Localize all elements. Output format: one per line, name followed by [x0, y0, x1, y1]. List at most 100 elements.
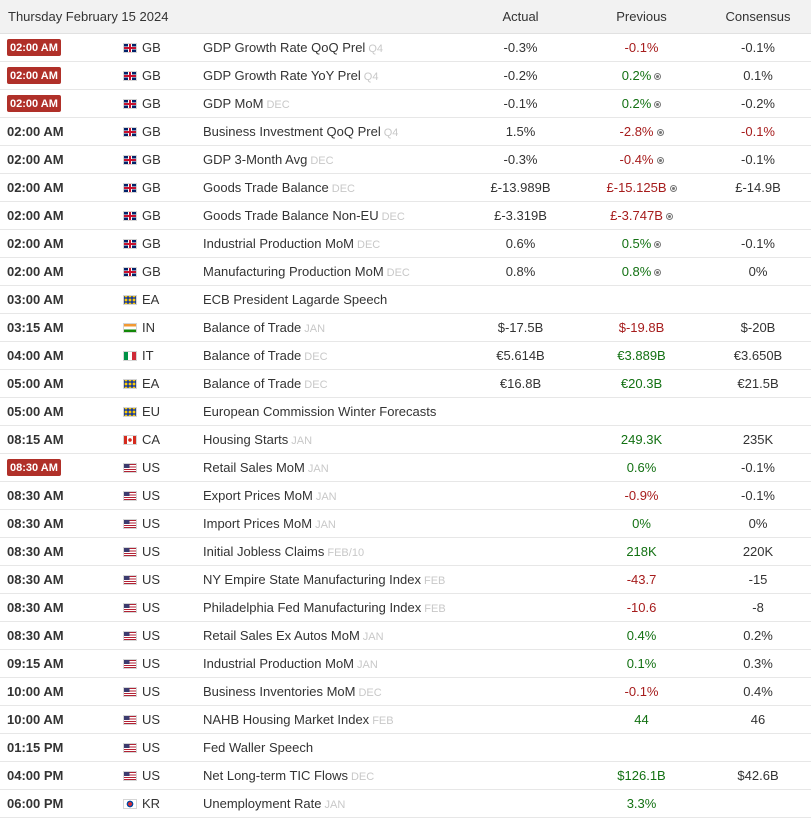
event-name-link[interactable]: Goods Trade Balance	[203, 180, 329, 195]
revised-icon[interactable]	[665, 213, 673, 221]
calendar-row[interactable]: 03:15 AM IN Balance of Trade JAN $-17.5B …	[0, 313, 811, 342]
country-code[interactable]: EA	[142, 376, 160, 392]
calendar-row[interactable]: 01:15 PM US Fed Waller Speech	[0, 733, 811, 762]
calendar-row[interactable]: 02:00 AM GB GDP MoM DEC -0.1% 0.2% -0.2%	[0, 89, 811, 118]
calendar-row[interactable]: 02:00 AM GB GDP Growth Rate QoQ Prel Q4 -…	[0, 33, 811, 62]
calendar-row[interactable]: 04:00 AM IT Balance of Trade DEC €5.614B …	[0, 341, 811, 370]
country-code[interactable]: GB	[142, 96, 161, 112]
country-code[interactable]: IN	[142, 320, 155, 336]
country-code[interactable]: US	[142, 600, 161, 616]
us-flag-icon	[123, 463, 137, 474]
event-name-link[interactable]: Balance of Trade	[203, 320, 302, 335]
calendar-row[interactable]: 08:30 AM US Philadelphia Fed Manufacturi…	[0, 593, 811, 622]
event-name-link[interactable]: Housing Starts	[203, 432, 289, 447]
previous-column-header[interactable]: Previous	[578, 0, 706, 34]
country-code[interactable]: GB	[142, 152, 161, 168]
revised-icon[interactable]	[654, 73, 662, 81]
calendar-row[interactable]: 06:00 PM KR Unemployment Rate JAN 3.3%	[0, 789, 811, 818]
country-code[interactable]: GB	[142, 40, 161, 56]
country-code[interactable]: US	[142, 712, 161, 728]
calendar-row[interactable]: 05:00 AM EA Balance of Trade DEC €16.8B €…	[0, 369, 811, 398]
calendar-row[interactable]: 08:30 AM US Retail Sales MoM JAN 0.6% -0.…	[0, 453, 811, 482]
calendar-row[interactable]: 04:00 PM US Net Long-term TIC Flows DEC $…	[0, 761, 811, 790]
country-code[interactable]: GB	[142, 208, 161, 224]
calendar-row[interactable]: 02:00 AM GB Industrial Production MoM DEC…	[0, 229, 811, 258]
event-name-link[interactable]: Initial Jobless Claims	[203, 544, 325, 559]
calendar-row[interactable]: 02:00 AM GB Goods Trade Balance DEC £-13.…	[0, 173, 811, 202]
calendar-row[interactable]: 02:00 AM GB GDP 3-Month Avg DEC -0.3% -0.…	[0, 145, 811, 174]
event-name-link[interactable]: GDP Growth Rate YoY Prel	[203, 68, 361, 83]
country-code[interactable]: GB	[142, 180, 161, 196]
event-name-link[interactable]: Industrial Production MoM	[203, 656, 355, 671]
event-name-link[interactable]: ECB President Lagarde Speech	[203, 292, 388, 307]
calendar-row[interactable]: 02:00 AM GB GDP Growth Rate YoY Prel Q4 -…	[0, 61, 811, 90]
event-name-link[interactable]: GDP 3-Month Avg	[203, 152, 308, 167]
calendar-row[interactable]: 02:00 AM GB Manufacturing Production MoM…	[0, 257, 811, 286]
calendar-row[interactable]: 02:00 AM GB Business Investment QoQ Prel…	[0, 117, 811, 146]
country-code[interactable]: US	[142, 656, 161, 672]
event-reference-period: DEC	[357, 239, 381, 251]
calendar-row[interactable]: 03:00 AM EA ECB President Lagarde Speech	[0, 285, 811, 314]
calendar-row[interactable]: 10:00 AM US NAHB Housing Market Index FEB…	[0, 705, 811, 734]
event-name-link[interactable]: NY Empire State Manufacturing Index	[203, 572, 421, 587]
event-name-link[interactable]: GDP Growth Rate QoQ Prel	[203, 40, 366, 55]
calendar-row[interactable]: 08:30 AM US NY Empire State Manufacturin…	[0, 565, 811, 594]
country-code[interactable]: GB	[142, 68, 161, 84]
calendar-row[interactable]: 05:00 AM EU European Commission Winter F…	[0, 397, 811, 426]
country-code[interactable]: GB	[142, 236, 161, 252]
calendar-row[interactable]: 08:30 AM US Retail Sales Ex Autos MoM JAN…	[0, 621, 811, 650]
calendar-row[interactable]: 09:15 AM US Industrial Production MoM JAN…	[0, 649, 811, 678]
event-name-link[interactable]: Net Long-term TIC Flows	[203, 768, 348, 783]
country-code[interactable]: US	[142, 572, 161, 588]
country-code[interactable]: US	[142, 516, 161, 532]
event-name-link[interactable]: Industrial Production MoM	[203, 236, 355, 251]
calendar-row[interactable]: 08:15 AM CA Housing Starts JAN 249.3K 235…	[0, 425, 811, 454]
event-name-link[interactable]: Balance of Trade	[203, 348, 302, 363]
country-code[interactable]: EA	[142, 292, 160, 308]
country-code[interactable]: CA	[142, 432, 161, 448]
consensus-column-header[interactable]: Consensus	[705, 0, 811, 34]
event-name-link[interactable]: Business Inventories MoM	[203, 684, 356, 699]
revised-icon[interactable]	[669, 185, 677, 193]
event-name-link[interactable]: Retail Sales MoM	[203, 460, 305, 475]
country-code[interactable]: KR	[142, 796, 161, 812]
country-code[interactable]: US	[142, 488, 161, 504]
event-name-link[interactable]: Goods Trade Balance Non-EU	[203, 208, 379, 223]
calendar-row[interactable]: 10:00 AM US Business Inventories MoM DEC …	[0, 677, 811, 706]
calendar-row[interactable]: 08:30 AM US Initial Jobless Claims FEB/10…	[0, 537, 811, 566]
event-name-link[interactable]: Balance of Trade	[203, 376, 302, 391]
event-name-link[interactable]: Manufacturing Production MoM	[203, 264, 384, 279]
event-name-link[interactable]: Philadelphia Fed Manufacturing Index	[203, 600, 422, 615]
event-name-link[interactable]: GDP MoM	[203, 96, 264, 111]
country-code[interactable]: US	[142, 460, 161, 476]
uk-flag-icon	[123, 211, 137, 222]
event-time-cell: 03:00 AM	[0, 285, 123, 314]
calendar-row[interactable]: 08:30 AM US Import Prices MoM JAN 0% 0%	[0, 509, 811, 538]
consensus-value: 0.4%	[705, 677, 811, 706]
country-code[interactable]: US	[142, 768, 161, 784]
revised-icon[interactable]	[656, 157, 664, 165]
country-code[interactable]: US	[142, 628, 161, 644]
event-name-link[interactable]: Business Investment QoQ Prel	[203, 124, 381, 139]
country-code[interactable]: GB	[142, 124, 161, 140]
country-code[interactable]: US	[142, 544, 161, 560]
event-name-link[interactable]: Unemployment Rate	[203, 796, 322, 811]
country-code[interactable]: US	[142, 740, 161, 756]
country-code[interactable]: GB	[142, 264, 161, 280]
actual-column-header[interactable]: Actual	[463, 0, 579, 34]
revised-icon[interactable]	[654, 241, 662, 249]
event-name-link[interactable]: NAHB Housing Market Index	[203, 712, 370, 727]
event-name-link[interactable]: European Commission Winter Forecasts	[203, 404, 437, 419]
calendar-row[interactable]: 08:30 AM US Export Prices MoM JAN -0.9% -…	[0, 481, 811, 510]
revised-icon[interactable]	[656, 129, 664, 137]
event-name-link[interactable]: Retail Sales Ex Autos MoM	[203, 628, 360, 643]
country-code[interactable]: EU	[142, 404, 161, 420]
country-code[interactable]: US	[142, 684, 161, 700]
event-name-link[interactable]: Fed Waller Speech	[203, 740, 314, 755]
revised-icon[interactable]	[654, 101, 662, 109]
event-name-link[interactable]: Export Prices MoM	[203, 488, 313, 503]
revised-icon[interactable]	[654, 269, 662, 277]
country-code[interactable]: IT	[142, 348, 154, 364]
event-name-link[interactable]: Import Prices MoM	[203, 516, 313, 531]
calendar-row[interactable]: 02:00 AM GB Goods Trade Balance Non-EU DE…	[0, 201, 811, 230]
